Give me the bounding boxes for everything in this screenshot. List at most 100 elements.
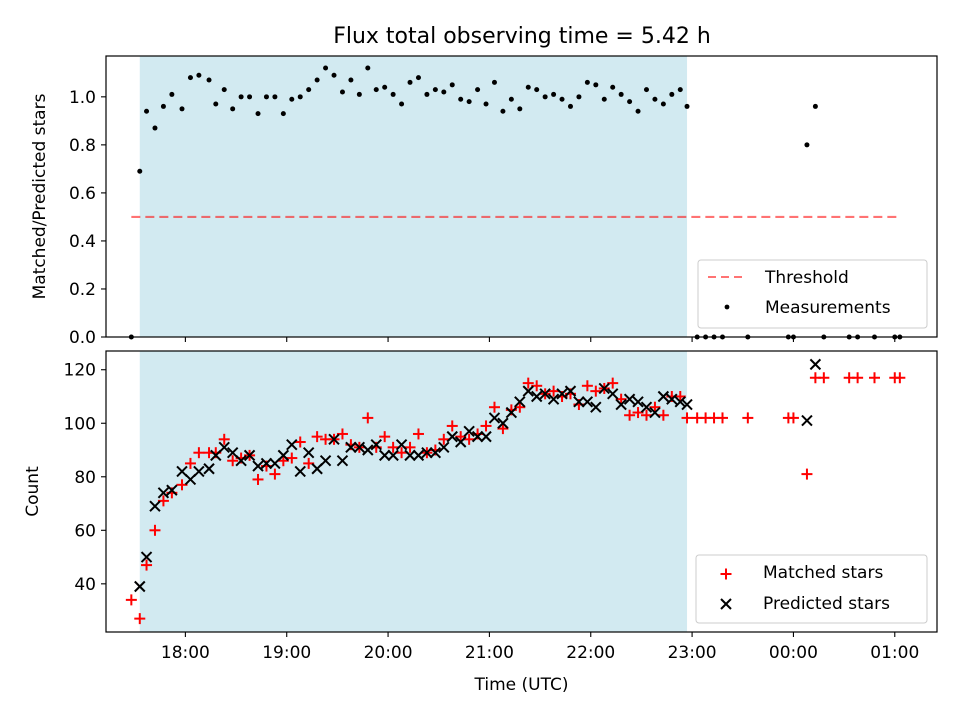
measurement-point: [534, 87, 540, 93]
measurement-point: [415, 75, 421, 81]
matched-star-point: [716, 412, 728, 424]
legend-matched-swatch: [720, 568, 732, 580]
predicted-star-point: [632, 396, 644, 408]
y-tick-label: 0.2: [69, 280, 96, 300]
matched-star-point: [488, 401, 500, 413]
measurement-point: [356, 91, 362, 97]
ratio-legend: Threshold Measurements: [697, 259, 928, 329]
matched-star-point: [548, 385, 560, 397]
measurement-point: [458, 96, 464, 102]
matched-star-point: [514, 401, 526, 413]
matched-star-point: [649, 401, 661, 413]
predicted-star-point: [522, 385, 534, 397]
measurement-point: [525, 84, 531, 90]
measurement-point: [373, 87, 379, 93]
predicted-star-point: [801, 414, 813, 427]
predicted-star-point: [319, 455, 332, 467]
y-tick-label: 1.0: [69, 88, 96, 108]
matched-star-point: [336, 428, 348, 440]
measurement-point: [812, 103, 818, 109]
matched-star-point: [531, 380, 543, 392]
measurement-point: [610, 84, 616, 90]
count-x-ticks: 18:00 19:00 20:00 21:00 22:00 23:00 00:00 01:00: [161, 632, 919, 663]
measurement-point: [137, 168, 143, 174]
measurement-point: [247, 94, 253, 100]
matched-star-point: [294, 436, 306, 448]
predicted-star-point: [134, 580, 146, 593]
predicted-star-point: [497, 417, 509, 429]
measurement-point: [491, 79, 497, 85]
measurement-point: [441, 89, 447, 95]
predicted-star-point: [471, 430, 484, 443]
measurement-point: [669, 91, 675, 97]
matched-star-point: [125, 594, 137, 606]
matched-star-point: [742, 412, 754, 424]
ratio-y-axis-label: Matched/Predicted stars: [30, 93, 50, 299]
y-tick-label: 40: [74, 575, 96, 595]
matched-star-point: [141, 559, 153, 571]
matched-star-point: [277, 455, 289, 467]
count-y-axis-label: Count: [23, 466, 43, 517]
matched-star-point: [303, 457, 315, 469]
measurement-point: [169, 91, 175, 97]
measurement-point: [449, 82, 455, 88]
predicted-star-point: [328, 433, 340, 446]
predicted-star-point: [809, 358, 822, 371]
matched-star-point: [149, 524, 161, 536]
predicted-star-point: [362, 444, 374, 456]
x-tick-label: 00:00: [769, 643, 818, 663]
predicted-star-point: [657, 390, 670, 403]
predicted-star-point: [573, 396, 585, 408]
predicted-star-point: [149, 500, 161, 512]
matched-star-point: [818, 372, 830, 384]
matched-star-point: [681, 412, 693, 424]
matched-star-point: [157, 495, 169, 507]
matched-star-point: [869, 372, 881, 384]
matched-star-point: [894, 372, 906, 384]
matched-star-point: [657, 409, 669, 421]
measurement-point: [221, 87, 227, 93]
measurement-point: [331, 72, 337, 78]
predicted-star-point: [649, 406, 661, 419]
measurement-point: [280, 111, 286, 117]
predicted-star-point: [615, 398, 627, 411]
predicted-star-point: [260, 457, 273, 470]
legend-threshold-label: Threshold: [764, 268, 849, 288]
ratio-axes-frame: [105, 55, 938, 338]
matched-star-point: [362, 412, 374, 424]
matched-star-point: [463, 433, 475, 445]
matched-star-point: [632, 407, 644, 419]
matched-star-point: [176, 479, 188, 491]
matched-star-point: [581, 380, 593, 392]
measurement-point: [306, 87, 312, 93]
matched-star-point: [311, 431, 323, 443]
matched-star-point: [522, 377, 534, 389]
predicted-star-point: [302, 446, 315, 459]
ratio-panel: 0.0 0.2 0.4 0.6 0.8 1.0 Matched/Predicted sta…: [30, 55, 938, 348]
measurement-point: [601, 96, 607, 102]
count-y-ticks: 40 60 80 100 120: [64, 361, 106, 595]
predicted-star-point: [607, 388, 619, 400]
legend-predicted-label: Predicted stars: [763, 594, 890, 614]
predicted-star-point: [598, 382, 610, 395]
y-tick-label: 80: [74, 468, 96, 488]
predicted-star-point: [345, 441, 357, 454]
count-panel: 40 60 80 100 120 18:00 19:00 20:00 21:00 22:00 23…: [23, 350, 938, 695]
chart-title: Flux total observing time = 5.42 h: [333, 24, 711, 49]
measurement-point: [144, 108, 150, 114]
measurement-point: [160, 103, 166, 109]
measurement-point: [314, 77, 320, 83]
y-tick-label: 100: [64, 414, 96, 434]
matched-star-point: [184, 457, 196, 469]
measurement-point: [804, 142, 810, 148]
measurement-point: [542, 94, 548, 100]
matched-star-point: [852, 372, 864, 384]
predicted-star-point: [505, 406, 518, 419]
measurement-point: [323, 65, 329, 71]
measurement-point: [230, 106, 236, 112]
count-shaded-region: [139, 351, 688, 632]
measurement-point: [196, 72, 202, 78]
x-tick-label: 20:00: [364, 643, 413, 663]
matched-star-point: [193, 447, 205, 459]
predicted-star-point: [530, 390, 543, 403]
